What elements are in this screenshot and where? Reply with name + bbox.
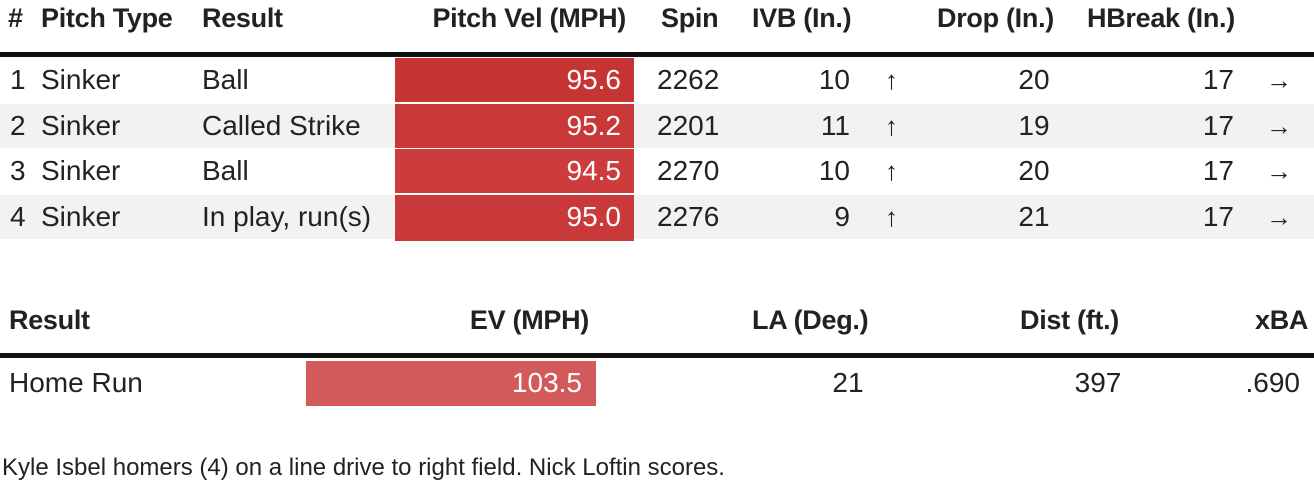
xba-value: .690 xyxy=(1245,367,1301,398)
ivb-value: 10 xyxy=(818,155,850,186)
ivb-value: 11 xyxy=(820,110,850,141)
row-number: 1 xyxy=(10,64,26,95)
exit-velocity: 103.5 xyxy=(511,367,582,398)
header-divider xyxy=(0,52,1314,57)
exit-velocity-heat-cell xyxy=(306,361,596,406)
right-arrow-icon: → xyxy=(1266,156,1292,186)
pitch-result: Ball xyxy=(202,64,249,95)
pitch-type: Sinker xyxy=(41,64,121,95)
col-header-result: Result xyxy=(9,305,90,335)
drop-value: 20 xyxy=(1018,155,1050,186)
col-header-ivb: IVB (In.) xyxy=(752,3,852,33)
col-header-result: Result xyxy=(202,3,283,33)
up-arrow-icon: ↑ xyxy=(885,156,898,186)
pitch-velocity: 94.5 xyxy=(566,155,622,186)
drop-value: 20 xyxy=(1018,64,1050,95)
pitch-velocity: 95.0 xyxy=(566,201,622,232)
col-header-launch-angle: LA (Deg.) xyxy=(752,305,869,335)
up-arrow-icon: ↑ xyxy=(885,111,898,141)
hbreak-value: 17 xyxy=(1202,201,1234,232)
pitch-result: Called Strike xyxy=(202,110,361,141)
header-divider xyxy=(0,353,1314,358)
velocity-heat-cell xyxy=(395,104,634,148)
col-header-spin: Spin xyxy=(661,3,719,33)
pitch-velocity: 95.6 xyxy=(566,64,622,95)
pitch-result: Ball xyxy=(202,155,249,186)
ivb-value: 10 xyxy=(818,64,850,95)
row-number: 2 xyxy=(10,110,26,141)
distance: 397 xyxy=(1074,367,1122,398)
col-header-distance: Dist (ft.) xyxy=(1020,305,1119,335)
hbreak-value: 17 xyxy=(1202,155,1234,186)
col-header-pitch-type: Pitch Type xyxy=(41,3,173,33)
launch-angle: 21 xyxy=(832,367,864,398)
batted-result: Home Run xyxy=(9,367,143,398)
col-header-hbreak: HBreak (In.) xyxy=(1087,3,1235,33)
velocity-heat-cell xyxy=(395,58,634,102)
row-number: 4 xyxy=(10,201,26,232)
spin-rate: 2262 xyxy=(657,64,720,95)
hbreak-value: 17 xyxy=(1202,110,1234,141)
drop-value: 19 xyxy=(1018,110,1050,141)
pitch-type: Sinker xyxy=(41,110,121,141)
col-header-pitch-velocity: Pitch Vel (MPH) xyxy=(432,3,626,33)
col-header-drop: Drop (In.) xyxy=(937,3,1054,33)
ivb-value: 9 xyxy=(834,201,850,232)
row-stripe xyxy=(0,104,1314,148)
play-description: Kyle Isbel homers (4) on a line drive to… xyxy=(2,454,725,481)
col-header-xba: xBA xyxy=(1255,305,1309,335)
col-header-exit-velocity: EV (MPH) xyxy=(469,305,589,335)
row-number: 3 xyxy=(10,155,26,186)
spin-rate: 2276 xyxy=(657,201,720,232)
spin-rate: 2270 xyxy=(657,155,720,186)
pitch-type: Sinker xyxy=(41,201,121,232)
velocity-heat-cell xyxy=(395,149,634,193)
spin-rate: 2201 xyxy=(657,110,720,141)
up-arrow-icon: ↑ xyxy=(885,202,898,232)
hbreak-value: 17 xyxy=(1202,64,1234,95)
pitch-result: In play, run(s) xyxy=(202,201,372,232)
right-arrow-icon: → xyxy=(1266,65,1292,95)
right-arrow-icon: → xyxy=(1266,111,1292,141)
velocity-heat-cell xyxy=(395,195,634,241)
right-arrow-icon: → xyxy=(1266,202,1292,232)
col-header-number: # xyxy=(8,3,23,33)
pitch-velocity: 95.2 xyxy=(566,110,622,141)
row-stripe xyxy=(0,195,1314,239)
up-arrow-icon: ↑ xyxy=(885,65,898,95)
drop-value: 21 xyxy=(1018,201,1050,232)
pitch-type: Sinker xyxy=(41,155,121,186)
